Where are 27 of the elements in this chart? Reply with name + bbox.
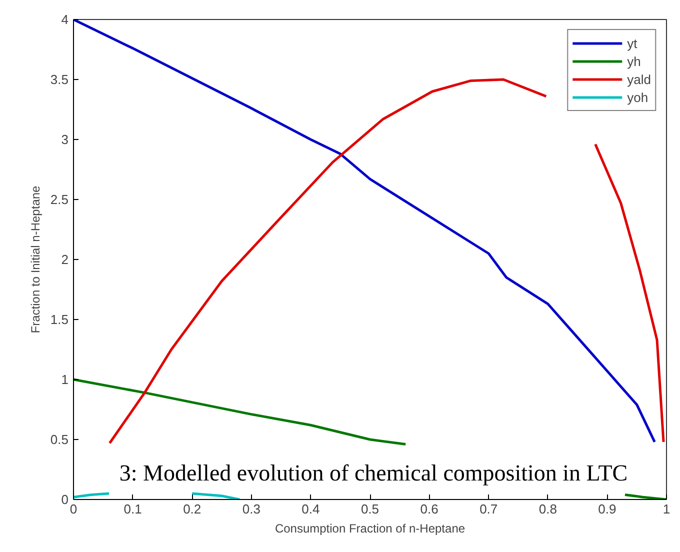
x-tick-label: 0.6 bbox=[420, 502, 438, 516]
x-tick-label: 0.2 bbox=[183, 502, 202, 516]
line-series bbox=[74, 20, 656, 444]
y-tick-label: 2.5 bbox=[50, 192, 69, 207]
y-tick-label: 1.5 bbox=[50, 312, 69, 327]
x-tick-label: 0.7 bbox=[480, 502, 498, 516]
x-tick-label: 0.8 bbox=[538, 502, 557, 516]
x-tick-label: 0.9 bbox=[598, 502, 616, 516]
legend-label: yald bbox=[627, 70, 651, 88]
y-axis-title: Fraction to Initial n-Heptane bbox=[28, 185, 42, 334]
y-tick-label: 0.5 bbox=[50, 432, 69, 447]
x-tick-label: 0.4 bbox=[302, 502, 320, 516]
y-tick-label: 3.5 bbox=[50, 72, 69, 87]
x-tick-label: 0.5 bbox=[360, 502, 380, 516]
x-tick-label: 1 bbox=[662, 502, 670, 516]
y-tick-label: 3 bbox=[61, 132, 69, 147]
y-tick-label: 1 bbox=[61, 372, 69, 387]
x-axis-title: Consumption Fraction of n-Heptane bbox=[274, 522, 466, 536]
legend-label: yh bbox=[627, 52, 642, 70]
y-tick-label: 0 bbox=[61, 492, 69, 507]
annotation: 3: Modelled evolution of chemical composition in LTC bbox=[119, 460, 628, 486]
y-tick-label: 2 bbox=[61, 252, 69, 267]
legend-label: yt bbox=[627, 34, 638, 52]
x-tick-label: 0.3 bbox=[242, 502, 260, 516]
legend-label: yoh bbox=[627, 88, 648, 106]
x-tick-label: 0.1 bbox=[124, 502, 142, 516]
y-tick-label: 4 bbox=[61, 12, 69, 27]
